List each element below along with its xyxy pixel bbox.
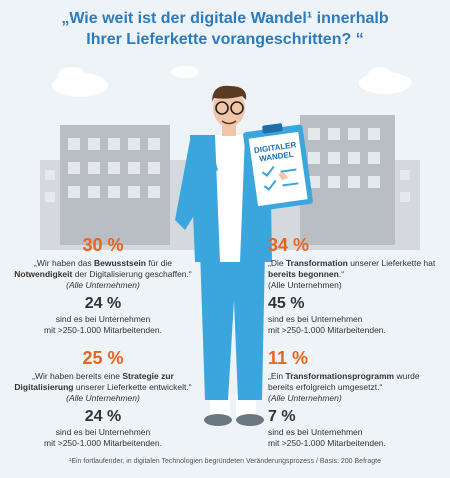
quote-text: der Digitalisierung geschaffen.“ [72, 269, 192, 279]
sub-percent: 45 % [268, 295, 305, 312]
sub-text: sind es bei Unternehmen [55, 427, 151, 437]
quote-base: (Alle Unternehmen) [66, 393, 140, 403]
sub-text: mit >250-1.000 Mitarbeitenden. [44, 325, 162, 335]
title-line: „Wie weit ist der digitale Wandel¹ inner… [61, 10, 389, 27]
quote: „Die Transformation unserer Lieferkette … [268, 258, 443, 291]
quote-bold: bereits begonnen [268, 269, 339, 279]
sub-text: sind es bei Unternehmen [268, 314, 363, 324]
quote: „Ein Transformationsprogramm wurde berei… [268, 371, 443, 404]
title-line: Ihrer Lieferkette vorangeschritten? “ [86, 31, 364, 48]
quote-text: „Ein [268, 371, 286, 381]
quote: „Wir haben bereits eine Strategie zur Di… [8, 371, 198, 404]
quote-base: (Alle Unternehmen) [66, 280, 140, 290]
quote-base: (Alle Unternehmen) [268, 393, 342, 403]
percent: 11 % [268, 348, 309, 368]
clouds [52, 66, 411, 97]
quote-bold: Transformation [285, 258, 348, 268]
stat-block: 34 % „Die Transformation unserer Lieferk… [268, 234, 443, 336]
stat-block: 11 % „Ein Transformationsprogramm wurde … [268, 347, 443, 449]
sub-percent: 24 % [84, 408, 122, 425]
quote-text: wurde bereits erfolgreich umgesetzt.“ [268, 371, 420, 392]
quote-text: „Die [268, 258, 286, 268]
clipboard: DIGITALERWANDEL [243, 123, 313, 212]
quote-text: unserer Lieferkette hat [347, 258, 436, 268]
stat-block: 25 % „Wir haben bereits eine Strategie z… [8, 347, 198, 449]
quote-bold: Bewusstsein [94, 258, 146, 268]
percent: 34 % [268, 235, 310, 255]
sub-percent: 7 % [268, 408, 296, 425]
sub-text: mit >250-1.000 Mitarbeitenden. [268, 438, 386, 448]
quote-bold: Strategie zur Digitalisierung [14, 371, 174, 392]
sub-percent: 24 % [84, 295, 122, 312]
sub-text: mit >250-1.000 Mitarbeitenden. [44, 438, 162, 448]
title: „Wie weit ist der digitale Wandel¹ inner… [0, 8, 450, 50]
quote-text: .“ [338, 269, 345, 279]
sub-text: mit >250-1.000 Mitarbeitenden. [268, 325, 386, 335]
percent: 25 % [82, 348, 124, 368]
quote-text: unserer Lieferkette entwickelt.“ [73, 382, 192, 392]
quote-bold: Notwendigkeit [14, 269, 73, 279]
sub-text: sind es bei Unternehmen [55, 314, 151, 324]
quote-text: für die [145, 258, 172, 268]
quote-base: (Alle Unternehmen) [268, 280, 342, 290]
stat-block: 30 % „Wir haben das Bewusstsein für die … [8, 234, 198, 336]
quote: „Wir haben das Bewusstsein für die Notwe… [8, 258, 198, 291]
quote-text: „Wir haben das [34, 258, 95, 268]
quote-text: „Wir haben bereits eine [32, 371, 123, 381]
sub-text: sind es bei Unternehmen [268, 427, 363, 437]
footnote: ¹Ein fortlaufender, in digitalen Technol… [69, 458, 381, 465]
quote-bold: Transformationsprogramm [285, 371, 395, 381]
percent: 30 % [82, 235, 124, 255]
